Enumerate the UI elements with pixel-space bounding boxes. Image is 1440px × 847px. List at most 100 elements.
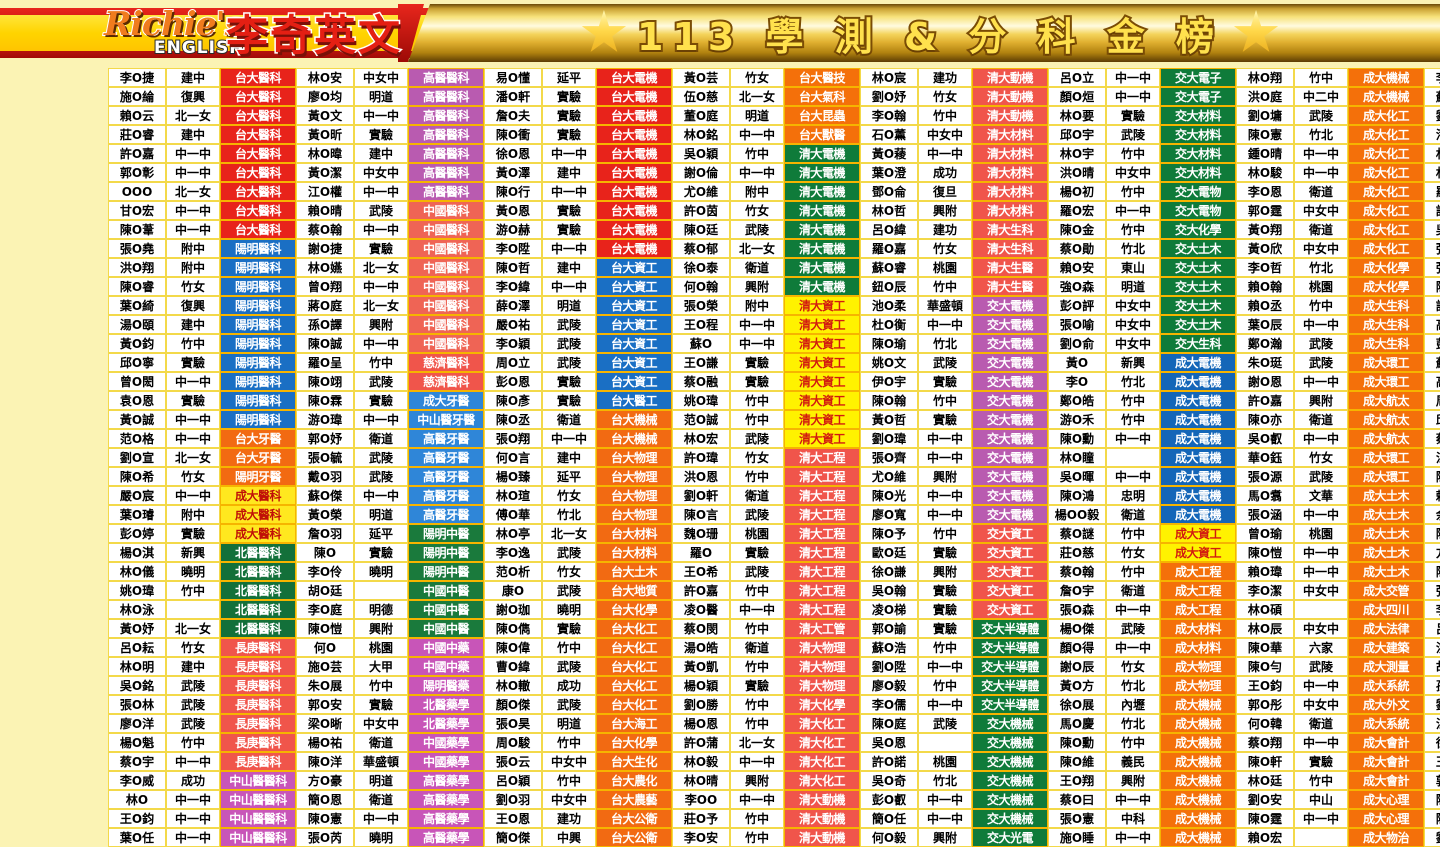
student-name-cell: 郭O諭 xyxy=(860,619,918,638)
table-row: 張O林 武陵 長庚醫科 xyxy=(108,695,296,714)
table-row: 詹O羽 延平 陽明中醫 xyxy=(296,524,484,543)
table-row: 蔡O勛 竹北 交大土木 xyxy=(1048,239,1236,258)
student-school-cell: 竹中 xyxy=(354,353,408,372)
table-row: 林O亭 北一女 台大材料 xyxy=(484,524,672,543)
student-name-cell: 何O毅 xyxy=(860,828,918,847)
student-name-cell: 劉O陞 xyxy=(860,657,918,676)
table-row: 李O儒 中一中 交大半導體 xyxy=(860,695,1048,714)
student-school-cell: 武陵 xyxy=(542,334,596,353)
student-school-cell: 衛道 xyxy=(1106,505,1160,524)
admitted-department-cell: 台大醫科 xyxy=(220,106,296,125)
table-row: 陳O彥 實驗 台大醫工 xyxy=(484,391,672,410)
student-school-cell: 衛道 xyxy=(1294,220,1348,239)
admitted-department-cell: 交大材料 xyxy=(1160,163,1236,182)
table-row: 呂O銘中一中台大會計 xyxy=(1424,619,1440,638)
admitted-department-cell: 交大半導體 xyxy=(972,619,1048,638)
student-school-cell: 實驗 xyxy=(542,201,596,220)
student-name-cell: 邱O寧 xyxy=(108,353,166,372)
admitted-department-cell: 清大工程 xyxy=(784,581,860,600)
student-name-cell: 吳O謎 xyxy=(1424,220,1440,239)
table-row: 林O泳 北醫醫科 xyxy=(108,600,296,619)
admitted-department-cell: 陽明醫科 xyxy=(220,315,296,334)
table-row: 王O鈞 中一中 成大系統 xyxy=(1236,676,1424,695)
admitted-department-cell: 台大電機 xyxy=(596,220,672,239)
table-row: 劉O俞 中女中 交大生科 xyxy=(1048,334,1236,353)
student-name-cell: 李O緯 xyxy=(484,277,542,296)
student-school-cell: 竹北 xyxy=(1294,125,1348,144)
admitted-department-cell: 台大醫科 xyxy=(220,125,296,144)
student-school-cell: 武陵 xyxy=(730,220,784,239)
student-name-cell: 陳O維 xyxy=(1048,752,1106,771)
table-row: 徐O謙 興附 交大資工 xyxy=(860,562,1048,581)
student-name-cell: 徐O展 xyxy=(1048,695,1106,714)
table-row: 劉O宣 北一女 台大牙醫 xyxy=(108,448,296,467)
student-school-cell: 中女中 xyxy=(1106,296,1160,315)
table-row: 呂O耘 竹女 長庚醫科 xyxy=(108,638,296,657)
table-row: 張O榮 附中 清大資工 xyxy=(672,296,860,315)
admitted-department-cell: 清大工程 xyxy=(784,505,860,524)
student-name-cell: 陳O翰 xyxy=(860,391,918,410)
admitted-department-cell: 交大化學 xyxy=(1160,220,1236,239)
admitted-department-cell: 長庚醫科 xyxy=(220,638,296,657)
admitted-department-cell: 高醫牙醫 xyxy=(408,448,484,467)
student-name-cell: 王O謙 xyxy=(672,353,730,372)
table-row: 謝O倫 中一中 清大電機 xyxy=(672,163,860,182)
student-school-cell: 中女中 xyxy=(1106,163,1160,182)
admitted-department-cell: 陽明中醫 xyxy=(408,543,484,562)
table-row: 楊O傑 武陵 成大材料 xyxy=(1048,619,1236,638)
student-school-cell: 中一中 xyxy=(542,239,596,258)
student-name-cell: 陳O葦 xyxy=(108,220,166,239)
table-row: 劉O詠華盛頓台大會計 xyxy=(1424,695,1440,714)
admitted-department-cell: 台大醫技 xyxy=(784,68,860,87)
student-name-cell: 江O璽 xyxy=(1424,448,1440,467)
student-name-cell: 吳O銘 xyxy=(108,676,166,695)
admitted-department-cell: 成大工程 xyxy=(1160,600,1236,619)
student-school-cell: 衛道 xyxy=(730,638,784,657)
admitted-department-cell: 台大牙醫 xyxy=(220,448,296,467)
student-school-cell: 中一中 xyxy=(354,277,408,296)
student-name-cell: 湯O頤 xyxy=(108,315,166,334)
student-school-cell: 實驗 xyxy=(166,391,220,410)
table-row: 林O翔 竹中 成大機械 xyxy=(1236,68,1424,87)
table-row: 徐O展 內壢 成大機械 xyxy=(1048,695,1236,714)
table-row: 李O捷 建中 台大醫科 xyxy=(108,68,296,87)
student-name-cell: 陳O霆 xyxy=(1236,809,1294,828)
student-name-cell: 葉O辰 xyxy=(1236,315,1294,334)
student-name-cell: 劉O詠 xyxy=(1424,695,1440,714)
student-name-cell: 易O懂 xyxy=(484,68,542,87)
admitted-department-cell: 交大材料 xyxy=(1160,106,1236,125)
student-name-cell: 楊O祐 xyxy=(296,733,354,752)
admitted-department-cell: 台大氣科 xyxy=(784,87,860,106)
admitted-department-cell: 成大電機 xyxy=(1160,391,1236,410)
admitted-department-cell: 高醫醫科 xyxy=(408,68,484,87)
admitted-department-cell: 成大化工 xyxy=(1348,239,1424,258)
student-school-cell: 武陵 xyxy=(918,353,972,372)
table-row: 楊O穎 實驗 清大物理 xyxy=(672,676,860,695)
table-row: 吳O暉 中一中 成大電機 xyxy=(1048,467,1236,486)
student-school-cell: 實驗 xyxy=(918,619,972,638)
table-row: 伍O慈 北一女 台大氣科 xyxy=(672,87,860,106)
student-name-cell: 黃O方 xyxy=(1048,676,1106,695)
student-name-cell: 凌O醫 xyxy=(672,600,730,619)
student-name-cell: 陳O庭 xyxy=(860,714,918,733)
student-name-cell: 簡O任 xyxy=(860,809,918,828)
admitted-department-cell: 交大電子 xyxy=(1160,87,1236,106)
student-name-cell: 陳O睿 xyxy=(108,277,166,296)
student-school-cell: 中女中 xyxy=(918,125,972,144)
student-name-cell: 王O鈞 xyxy=(1236,676,1294,695)
table-row: 曾O瑜 桃園 成大土木 xyxy=(1236,524,1424,543)
student-name-cell: 吳O翰 xyxy=(860,581,918,600)
admitted-department-cell: 交大電機 xyxy=(972,410,1048,429)
student-school-cell: 興附 xyxy=(918,828,972,847)
table-row: 蔣O庭 北一女 中國醫科 xyxy=(296,296,484,315)
student-name-cell: 羅O呈 xyxy=(296,353,354,372)
admitted-department-cell: 高醫藥學 xyxy=(408,828,484,847)
student-name-cell: 廖O均 xyxy=(296,87,354,106)
table-row: 李O伶 曉明 陽明中醫 xyxy=(296,562,484,581)
student-name-cell: 姚O文 xyxy=(860,353,918,372)
student-school-cell: 衛道 xyxy=(354,790,408,809)
table-row: 許O嘉 竹中 清大工程 xyxy=(672,581,860,600)
student-name-cell: 李O捷 xyxy=(108,68,166,87)
admitted-department-cell: 台大醫科 xyxy=(220,220,296,239)
admitted-department-cell: 中國藥學 xyxy=(408,752,484,771)
